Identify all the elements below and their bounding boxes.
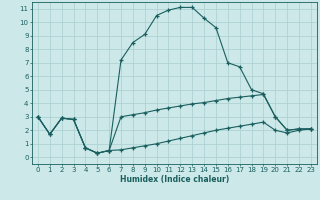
- X-axis label: Humidex (Indice chaleur): Humidex (Indice chaleur): [120, 175, 229, 184]
